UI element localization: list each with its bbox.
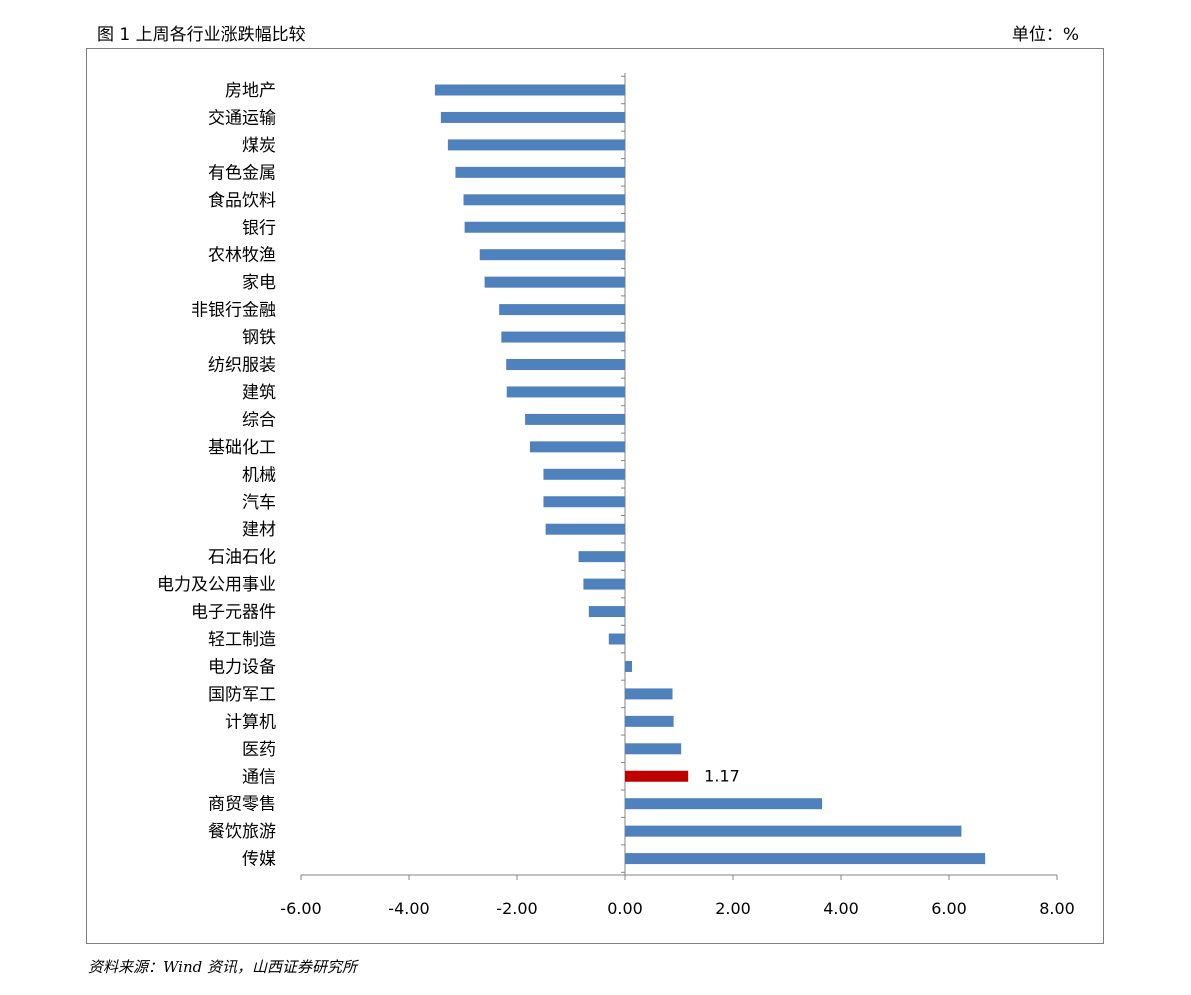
category-label: 食品饮料 bbox=[208, 191, 276, 211]
bar bbox=[625, 770, 689, 782]
category-label: 餐饮旅游 bbox=[208, 822, 276, 842]
category-label: 国防军工 bbox=[208, 685, 276, 705]
bar bbox=[543, 468, 625, 480]
figure-unit: 单位：% bbox=[1011, 25, 1079, 45]
category-label: 交通运输 bbox=[208, 108, 276, 128]
category-label: 房地产 bbox=[225, 81, 276, 101]
bar bbox=[625, 660, 633, 672]
bar bbox=[499, 304, 625, 316]
bar bbox=[440, 111, 625, 123]
category-label: 钢铁 bbox=[242, 328, 276, 348]
x-tick-label: 4.00 bbox=[823, 899, 859, 918]
category-label: 纺织服装 bbox=[208, 356, 276, 376]
x-tick-label: -2.00 bbox=[496, 899, 537, 918]
x-tick-label: -4.00 bbox=[388, 899, 429, 918]
x-tick-label: 8.00 bbox=[1039, 899, 1075, 918]
data-label: 1.17 bbox=[704, 766, 740, 785]
category-label: 石油石化 bbox=[208, 548, 276, 568]
bar bbox=[525, 413, 625, 425]
bar bbox=[578, 551, 625, 563]
category-label: 传媒 bbox=[242, 850, 276, 870]
category-label: 计算机 bbox=[225, 712, 276, 732]
bar bbox=[588, 606, 625, 618]
bar bbox=[608, 633, 625, 645]
category-label: 煤炭 bbox=[242, 136, 276, 156]
bar bbox=[625, 715, 674, 727]
category-label: 机械 bbox=[242, 465, 276, 485]
figure-title: 图 1 上周各行业涨跌幅比较 bbox=[97, 25, 306, 45]
bar bbox=[625, 853, 986, 865]
x-tick-label: 2.00 bbox=[715, 899, 751, 918]
x-tick-label: 0.00 bbox=[607, 899, 643, 918]
bar bbox=[464, 221, 625, 233]
bar bbox=[529, 441, 625, 453]
bar bbox=[625, 743, 682, 755]
category-label: 家电 bbox=[242, 273, 276, 293]
bar bbox=[484, 276, 625, 288]
category-label: 非银行金融 bbox=[191, 301, 276, 321]
bar bbox=[583, 578, 625, 590]
bar bbox=[447, 139, 625, 151]
category-label: 商贸零售 bbox=[208, 795, 276, 815]
bar bbox=[501, 331, 625, 343]
category-label: 汽车 bbox=[242, 493, 276, 513]
category-label: 银行 bbox=[242, 218, 276, 238]
category-label: 轻工制造 bbox=[208, 630, 276, 650]
bar bbox=[506, 386, 625, 398]
category-label: 电子元器件 bbox=[191, 603, 276, 623]
bar bbox=[463, 194, 625, 206]
x-tick-label: -6.00 bbox=[280, 899, 321, 918]
bar bbox=[506, 359, 625, 370]
bar bbox=[625, 825, 962, 837]
category-label: 电力设备 bbox=[208, 657, 276, 677]
bar bbox=[625, 688, 673, 700]
bar bbox=[434, 84, 625, 96]
bar bbox=[455, 166, 625, 178]
bar bbox=[479, 249, 625, 261]
category-label: 建筑 bbox=[242, 383, 276, 403]
bar bbox=[545, 523, 625, 535]
category-label: 综合 bbox=[242, 410, 276, 430]
category-label: 基础化工 bbox=[208, 438, 276, 458]
bar bbox=[543, 496, 625, 508]
category-label: 建材 bbox=[242, 520, 276, 540]
figure-source: 资料来源：Wind 资讯，山西证券研究所 bbox=[88, 958, 357, 976]
category-label: 通信 bbox=[242, 767, 276, 787]
x-tick-label: 6.00 bbox=[931, 899, 967, 918]
bar bbox=[625, 798, 823, 810]
category-label: 医药 bbox=[242, 740, 276, 760]
category-label: 电力及公用事业 bbox=[157, 575, 276, 595]
bar-chart: 房地产交通运输煤炭有色金属食品饮料银行农林牧渔家电非银行金融钢铁纺织服装建筑综合… bbox=[157, 73, 1075, 918]
category-label: 有色金属 bbox=[208, 163, 276, 183]
chart-frame: 房地产交通运输煤炭有色金属食品饮料银行农林牧渔家电非银行金融钢铁纺织服装建筑综合… bbox=[86, 48, 1104, 944]
category-label: 农林牧渔 bbox=[208, 246, 276, 266]
